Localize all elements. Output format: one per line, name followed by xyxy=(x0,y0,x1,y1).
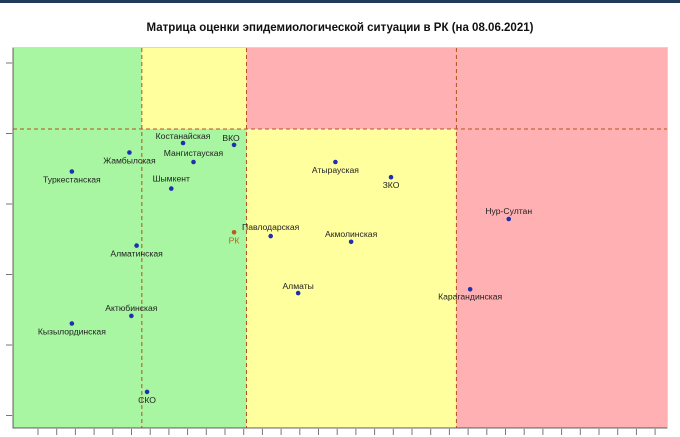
data-point xyxy=(333,159,338,165)
point-label: ЗКО xyxy=(383,180,400,190)
zone-red-4 xyxy=(456,128,667,428)
point-label: Алматы xyxy=(282,281,313,291)
data-point xyxy=(388,174,394,180)
data-point xyxy=(129,313,134,319)
point-label: СКО xyxy=(138,395,156,405)
point-label: Актюбинская xyxy=(105,303,157,313)
points-layer xyxy=(69,140,512,395)
data-point xyxy=(231,142,237,148)
zones-layer xyxy=(13,48,667,428)
data-point xyxy=(127,150,132,155)
point-label: Кызылординская xyxy=(38,327,106,337)
data-point xyxy=(268,233,273,239)
plot-frame xyxy=(12,47,668,429)
point-label: Мангистауская xyxy=(164,148,224,158)
point-label: Нур-Султан xyxy=(485,206,532,216)
chart-title: Матрица оценки эпидемиологической ситуац… xyxy=(146,22,534,34)
point-label: Жамбылская xyxy=(103,156,156,166)
point-label: РК xyxy=(229,235,240,245)
zone-yellow-2 xyxy=(246,128,457,428)
point-label: Атырауская xyxy=(312,165,359,175)
labels-layer: Костанайская ВКО Жамбылская Мангистауская Ту… xyxy=(38,131,532,405)
point-label: Акмолинская xyxy=(325,229,378,239)
data-point xyxy=(231,230,237,235)
data-point xyxy=(191,159,196,165)
zone-red-3 xyxy=(246,48,667,129)
axes-layer xyxy=(6,47,668,435)
zone-yellow-1 xyxy=(141,48,247,129)
point-label: Алматинская xyxy=(110,249,163,259)
dividers-layer xyxy=(13,48,667,428)
data-point xyxy=(69,321,75,326)
data-point xyxy=(134,243,139,248)
data-point xyxy=(467,287,473,292)
data-point xyxy=(69,169,75,174)
data-point xyxy=(295,290,301,296)
data-point xyxy=(180,140,186,146)
data-point xyxy=(348,239,354,245)
point-label: ВКО xyxy=(222,133,240,143)
window-top-border xyxy=(0,0,680,3)
point-label: Костанайская xyxy=(156,131,211,141)
point-label: Карагандинская xyxy=(438,291,502,301)
point-label: Шымкент xyxy=(153,174,190,184)
data-point xyxy=(168,186,174,191)
point-label: Туркестанская xyxy=(43,175,101,185)
data-point xyxy=(144,389,150,395)
point-label: Павлодарская xyxy=(242,222,300,232)
data-point xyxy=(506,216,512,222)
